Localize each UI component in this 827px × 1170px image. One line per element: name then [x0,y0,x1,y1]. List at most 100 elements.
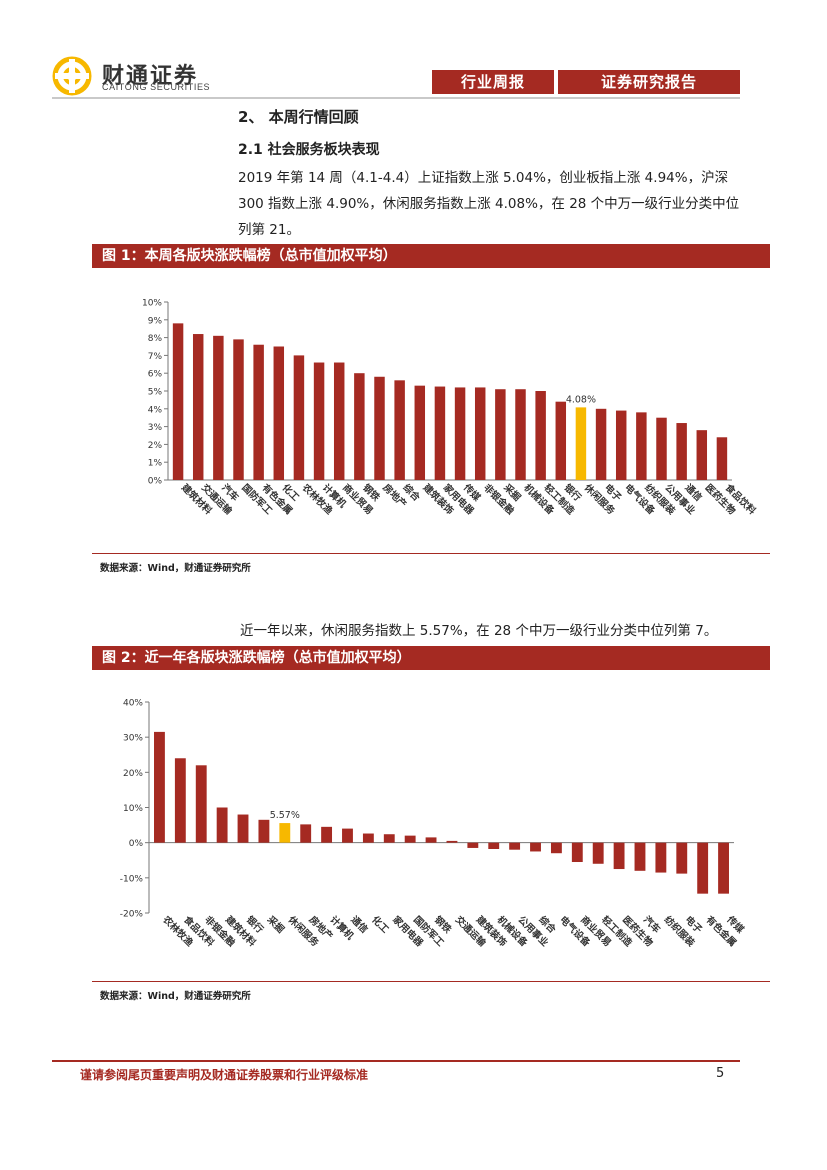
figure2-source: 数据来源：Wind，财通证券研究所 [100,991,251,1002]
bar [571,842,583,863]
bar [192,334,204,480]
y-tick-label: 8% [148,334,163,344]
header-divider [52,97,740,99]
bar [172,323,184,480]
y-tick-label: 20% [123,769,143,779]
y-tick-label: 4% [148,405,163,415]
y-tick-label: 2% [148,441,163,451]
bar [488,842,500,849]
y-tick-label: -20% [120,910,144,920]
bar [592,842,604,864]
figure1-title-bar: 图 1：本周各版块涨跌幅榜（总市值加权平均） [92,244,770,268]
bar [509,842,521,850]
bar [216,807,228,843]
bar [655,842,667,873]
bar [634,842,646,871]
bar [615,410,627,480]
bar [446,840,458,843]
bar-data-label: 4.08% [566,394,596,405]
paragraph-yearly: 近一年以来，休闲服务指数上 5.57%，在 28 个中万一级行业分类中位列第 7… [240,623,718,639]
bar [530,842,541,852]
bar [213,335,224,480]
bar [656,417,667,480]
y-tick-label: 0% [148,477,163,487]
bar [696,430,708,480]
figure2-title-bar: 图 2：近一年各版块涨跌幅榜（总市值加权平均） [92,646,770,670]
bar [555,401,567,480]
bar [354,373,365,480]
bar [535,391,546,480]
y-tick-label: -10% [120,874,144,884]
y-tick-label: 9% [148,316,163,326]
paragraph-weekly: 2019 年第 14 周（4.1-4.4）上证指数上涨 5.04%，创业板指上涨… [238,170,740,238]
y-tick-label: 40% [123,699,143,709]
y-tick-label: 1% [148,459,163,469]
bar [595,408,607,480]
bar [293,355,305,480]
bar [374,376,385,480]
bar [676,423,687,480]
y-tick-label: 0% [129,839,144,849]
bar [636,412,647,480]
bar [697,842,709,894]
bar [613,842,625,870]
bar [174,758,186,843]
bar [233,339,244,480]
section-subtitle: 2.1 社会服务板块表现 [238,142,380,158]
bar [253,344,264,480]
chart-yearly-performance: -20%-10%0%10%20%30%40%农林牧渔食品饮料非银金融建筑材料银行… [120,699,747,950]
bar [467,842,479,848]
section-title: 2、 本周行情回顾 [238,108,359,126]
figure1-bottom-rule [92,553,770,554]
y-tick-label: 30% [123,734,143,744]
footer-disclaimer: 谨请参阅尾页重要声明及财通证券股票和行业评级标准 [80,1068,369,1082]
y-tick-label: 10% [142,299,162,309]
bar [676,842,688,874]
bar [434,386,446,480]
bar [279,823,291,843]
chart-weekly-performance: 0%1%2%3%4%5%6%7%8%9%10%建筑材料交通运输汽车国防军工有色金… [142,299,759,518]
bar [300,824,312,843]
header-tab-report: 证券研究报告 [558,70,740,94]
header-tab-weekly: 行业周报 [432,70,554,94]
bar [394,380,405,480]
bar [716,437,728,480]
bar [258,819,270,843]
page-number: 5 [716,1066,725,1081]
bar [273,346,285,480]
y-tick-label: 3% [148,423,163,433]
bar [342,828,353,843]
footer-divider [52,1060,740,1062]
bar [718,842,729,894]
bar [321,826,333,843]
bar [425,837,437,843]
caitong-logo-icon [52,56,92,96]
bar [362,833,374,843]
bar [414,385,426,480]
bar [383,834,395,843]
figure1-source: 数据来源：Wind，财通证券研究所 [100,563,251,574]
figure2-bottom-rule [92,981,770,982]
bar [333,362,345,480]
logo-text-en: CAITONG SECURITIES [102,82,211,92]
bar [515,389,526,480]
bar [404,835,416,843]
logo-text-cn: 财通证券 [102,64,199,89]
y-tick-label: 7% [148,352,163,362]
bar-data-label: 5.57% [270,810,300,821]
bar [237,814,249,843]
x-tick-label: 化工 [369,914,391,936]
bar [313,362,325,480]
y-tick-label: 6% [148,370,163,380]
bar [495,389,506,480]
bar [154,731,165,843]
company-logo: 财通证券 CAITONG SECURITIES [52,56,222,96]
y-tick-label: 10% [123,804,143,814]
bar [550,842,562,854]
bar [195,765,207,843]
x-tick-label: 采掘 [264,913,287,936]
bar [575,407,587,480]
bar [454,387,466,480]
y-tick-label: 5% [148,388,163,398]
bar [474,387,486,480]
